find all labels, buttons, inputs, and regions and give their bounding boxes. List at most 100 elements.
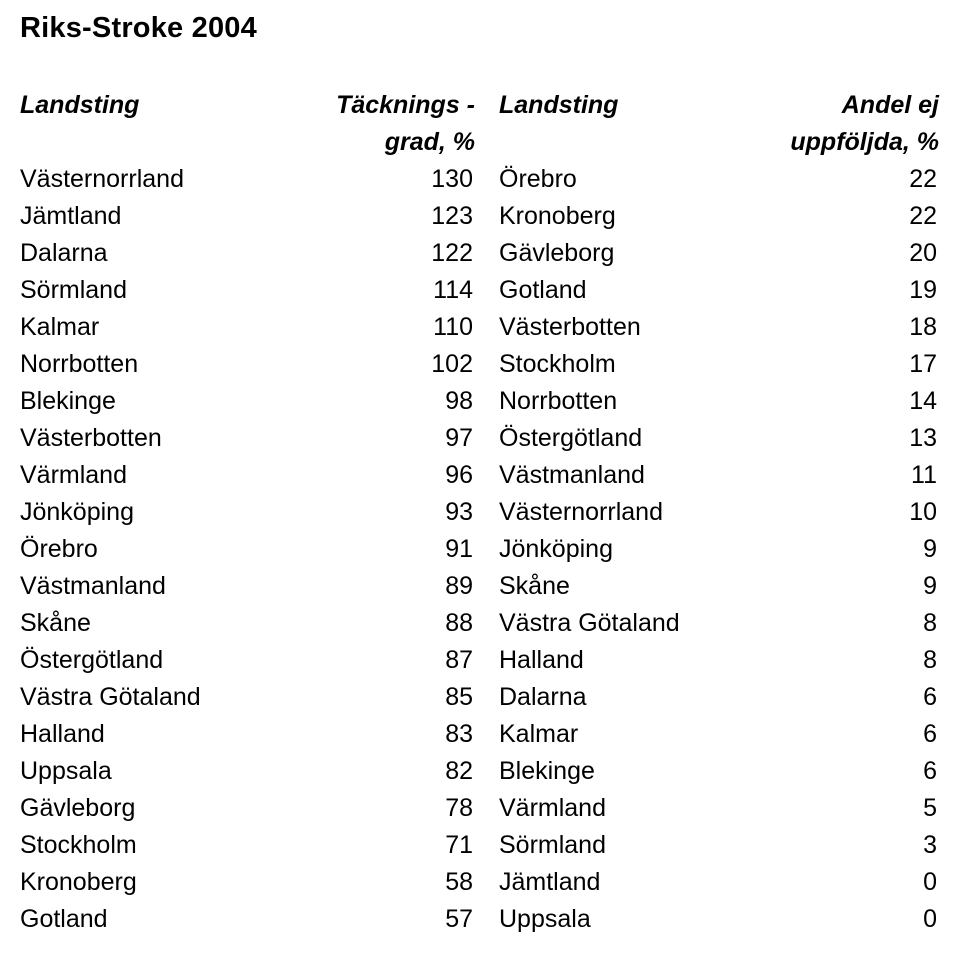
right-row-value: 6 — [877, 716, 939, 753]
table-row: Jämtland 0 — [499, 864, 939, 901]
left-row-value: 98 — [413, 383, 475, 420]
right-row-label: Örebro — [499, 161, 577, 198]
left-row-label: Kronoberg — [20, 864, 137, 901]
left-row-value: 130 — [413, 161, 475, 198]
right-row-label: Jämtland — [499, 864, 600, 901]
table-row: Halland 83 — [20, 716, 475, 753]
right-row-label: Västmanland — [499, 457, 645, 494]
table-row: Norrbotten 14 — [499, 383, 939, 420]
table-row: Sörmland 3 — [499, 827, 939, 864]
right-row-value: 0 — [877, 864, 939, 901]
left-column: Landsting Täcknings - grad, % Västernorr… — [20, 87, 475, 938]
left-row-label: Örebro — [20, 531, 98, 568]
right-row-label: Värmland — [499, 790, 606, 827]
left-row-label: Blekinge — [20, 383, 116, 420]
left-row-label: Östergötland — [20, 642, 163, 679]
table-row: Dalarna 122 — [20, 235, 475, 272]
right-row-value: 5 — [877, 790, 939, 827]
right-header-label: Landsting — [499, 87, 618, 124]
table-row: Blekinge 6 — [499, 753, 939, 790]
left-row-label: Jämtland — [20, 198, 121, 235]
table-row: Skåne9 — [499, 568, 939, 605]
right-row-value: 6 — [877, 679, 939, 716]
left-header-value-line1: Täcknings - — [336, 87, 475, 124]
table-row: Kronoberg 22 — [499, 198, 939, 235]
right-header-value-line1: Andel ej — [842, 87, 939, 124]
left-row-value: 96 — [413, 457, 475, 494]
table-row: Värmland 96 — [20, 457, 475, 494]
left-row-label: Dalarna — [20, 235, 108, 272]
table-row: Kalmar6 — [499, 716, 939, 753]
right-row-value: 3 — [877, 827, 939, 864]
right-row-label: Uppsala — [499, 901, 591, 938]
table-row: Uppsala82 — [20, 753, 475, 790]
right-row-value: 6 — [877, 753, 939, 790]
right-row-label: Norrbotten — [499, 383, 617, 420]
table-row: Västerbotten 97 — [20, 420, 475, 457]
left-header-label: Landsting — [20, 87, 139, 124]
left-header-value: Täcknings - grad, % — [336, 87, 475, 161]
table-row: Kalmar110 — [20, 309, 475, 346]
left-row-value: 88 — [413, 605, 475, 642]
right-row-value: 9 — [877, 531, 939, 568]
right-row-label: Jönköping — [499, 531, 613, 568]
table-row: Norrbotten102 — [20, 346, 475, 383]
table-row: Västerbotten18 — [499, 309, 939, 346]
right-row-value: 20 — [877, 235, 939, 272]
right-row-label: Sörmland — [499, 827, 606, 864]
right-header-value-line2: uppföljda, % — [790, 124, 939, 161]
table-row: Värmland 5 — [499, 790, 939, 827]
left-header-value-line2: grad, % — [385, 124, 475, 161]
left-row-label: Västra Götaland — [20, 679, 201, 716]
right-header-row: Landsting Andel ej uppföljda, % — [499, 87, 939, 161]
right-rows: Örebro22Kronoberg22Gävleborg20Gotland19V… — [499, 161, 939, 938]
right-column: Landsting Andel ej uppföljda, % Örebro 22… — [499, 87, 939, 938]
right-row-value: 8 — [877, 642, 939, 679]
page-title: Riks-Stroke 2004 — [20, 12, 939, 45]
right-row-label: Västerbotten — [499, 309, 641, 346]
table-row: Västra Götaland8 — [499, 605, 939, 642]
left-row-label: Västerbotten — [20, 420, 162, 457]
right-row-label: Halland — [499, 642, 584, 679]
left-row-label: Gotland — [20, 901, 108, 938]
table-row: Gotland 57 — [20, 901, 475, 938]
table-row: Gävleborg20 — [499, 235, 939, 272]
left-header-row: Landsting Täcknings - grad, % — [20, 87, 475, 161]
table-row: Västernorrland130 — [20, 161, 475, 198]
right-row-value: 19 — [877, 272, 939, 309]
left-row-label: Norrbotten — [20, 346, 138, 383]
right-row-value: 11 — [877, 457, 939, 494]
left-row-label: Halland — [20, 716, 105, 753]
left-row-label: Stockholm — [20, 827, 137, 864]
right-row-value: 17 — [877, 346, 939, 383]
table-row: Uppsala 0 — [499, 901, 939, 938]
table-row: Jämtland123 — [20, 198, 475, 235]
right-row-value: 14 — [877, 383, 939, 420]
left-row-value: 97 — [413, 420, 475, 457]
table-row: Östergötland87 — [20, 642, 475, 679]
left-row-value: 83 — [413, 716, 475, 753]
left-row-value: 58 — [413, 864, 475, 901]
left-row-value: 57 — [413, 901, 475, 938]
right-row-label: Stockholm — [499, 346, 616, 383]
left-row-label: Skåne — [20, 605, 91, 642]
table-row: Gotland19 — [499, 272, 939, 309]
table-row: Dalarna 6 — [499, 679, 939, 716]
left-row-value: 91 — [413, 531, 475, 568]
table-row: Stockholm 17 — [499, 346, 939, 383]
left-row-label: Värmland — [20, 457, 127, 494]
table-row: Kronoberg 58 — [20, 864, 475, 901]
table-row: Örebro 91 — [20, 531, 475, 568]
left-row-label: Gävleborg — [20, 790, 135, 827]
left-row-label: Västmanland — [20, 568, 166, 605]
left-row-value: 122 — [413, 235, 475, 272]
right-row-label: Kronoberg — [499, 198, 616, 235]
right-row-label: Dalarna — [499, 679, 587, 716]
right-row-value: 22 — [877, 198, 939, 235]
right-row-label: Skåne — [499, 568, 570, 605]
right-row-label: Blekinge — [499, 753, 595, 790]
right-row-value: 0 — [877, 901, 939, 938]
table-row: Blekinge 98 — [20, 383, 475, 420]
left-row-value: 71 — [413, 827, 475, 864]
left-row-label: Sörmland — [20, 272, 127, 309]
